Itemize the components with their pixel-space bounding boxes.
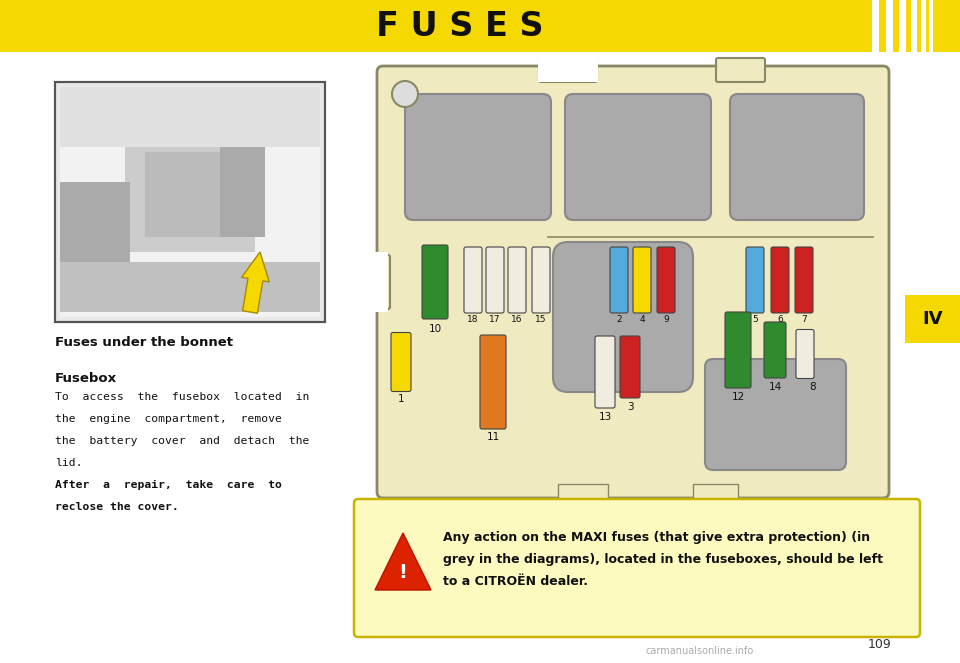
Bar [60, 87, 320, 147]
FancyBboxPatch shape [796, 330, 814, 379]
Bar [921, 0, 926, 52]
Text: F U S E S: F U S E S [376, 9, 543, 42]
Bar [693, 484, 738, 504]
Bar [929, 0, 933, 52]
Text: 4: 4 [639, 315, 645, 324]
Bar [60, 87, 320, 317]
Bar [886, 0, 893, 52]
FancyBboxPatch shape [771, 247, 789, 313]
FancyBboxPatch shape [371, 255, 390, 309]
Bar [872, 0, 879, 52]
Bar [538, 54, 598, 82]
FancyBboxPatch shape [377, 66, 889, 498]
Text: Fuses under the bonnet: Fuses under the bonnet [55, 336, 233, 349]
FancyBboxPatch shape [565, 94, 711, 220]
Text: Any action on the MAXI fuses (that give extra protection) (in: Any action on the MAXI fuses (that give … [443, 531, 870, 544]
Text: grey in the diagrams), located in the fuseboxes, should be left: grey in the diagrams), located in the fu… [443, 553, 883, 566]
Text: To  access  the  fusebox  located  in: To access the fusebox located in [55, 392, 309, 402]
Text: After  a  repair,  take  care  to: After a repair, take care to [55, 480, 282, 490]
FancyBboxPatch shape [633, 247, 651, 313]
Text: 17: 17 [490, 315, 501, 324]
Text: 2: 2 [616, 315, 622, 324]
Text: Fusebox: Fusebox [55, 372, 117, 385]
Text: 1: 1 [397, 394, 404, 404]
FancyBboxPatch shape [705, 359, 846, 470]
FancyArrow shape [242, 252, 269, 313]
Bar [0, 0, 960, 52]
FancyBboxPatch shape [620, 336, 640, 398]
FancyBboxPatch shape [539, 58, 597, 82]
FancyBboxPatch shape [795, 247, 813, 313]
Bar [368, 252, 388, 312]
Bar [145, 152, 235, 237]
Text: 8: 8 [809, 382, 816, 392]
FancyBboxPatch shape [532, 247, 550, 313]
FancyBboxPatch shape [725, 312, 751, 388]
FancyBboxPatch shape [422, 245, 448, 319]
Text: 5: 5 [752, 315, 757, 324]
FancyBboxPatch shape [746, 247, 764, 313]
Text: 11: 11 [487, 432, 499, 442]
FancyBboxPatch shape [464, 247, 482, 313]
FancyBboxPatch shape [716, 58, 765, 82]
Text: 12: 12 [732, 392, 745, 402]
Text: IV: IV [923, 310, 944, 328]
Bar [60, 182, 130, 302]
FancyBboxPatch shape [508, 247, 526, 313]
Text: 18: 18 [468, 315, 479, 324]
Bar [55, 82, 325, 322]
Bar [220, 147, 265, 237]
Bar [558, 484, 608, 504]
Polygon shape [375, 533, 431, 590]
Bar [60, 262, 320, 312]
Text: 7: 7 [802, 315, 806, 324]
Text: 6: 6 [778, 315, 782, 324]
FancyBboxPatch shape [610, 247, 628, 313]
FancyBboxPatch shape [764, 322, 786, 378]
Text: reclose the cover.: reclose the cover. [55, 502, 179, 512]
Bar [55, 82, 325, 322]
Text: 13: 13 [598, 412, 612, 422]
Text: carmanualsonline.info: carmanualsonline.info [646, 646, 755, 656]
Text: 10: 10 [428, 324, 442, 334]
FancyBboxPatch shape [657, 247, 675, 313]
Text: 14: 14 [768, 382, 781, 392]
FancyBboxPatch shape [480, 335, 506, 429]
Text: 16: 16 [512, 315, 523, 324]
Text: the  battery  cover  and  detach  the: the battery cover and detach the [55, 436, 309, 446]
Text: 109: 109 [868, 638, 892, 652]
FancyBboxPatch shape [354, 499, 920, 637]
Bar [905, 295, 960, 343]
FancyBboxPatch shape [486, 247, 504, 313]
Circle shape [392, 81, 418, 107]
FancyBboxPatch shape [553, 242, 693, 392]
Text: 15: 15 [536, 315, 547, 324]
Bar [899, 0, 906, 52]
FancyBboxPatch shape [405, 94, 551, 220]
Bar [911, 0, 917, 52]
Text: the  engine  compartment,  remove: the engine compartment, remove [55, 414, 282, 424]
Text: 9: 9 [663, 315, 669, 324]
FancyBboxPatch shape [595, 336, 615, 408]
Text: lid.: lid. [55, 458, 83, 468]
Text: 3: 3 [627, 402, 634, 412]
Text: !: ! [398, 564, 407, 583]
FancyBboxPatch shape [391, 333, 411, 391]
Bar [125, 142, 255, 252]
FancyBboxPatch shape [730, 94, 864, 220]
Text: to a CITROËN dealer.: to a CITROËN dealer. [443, 575, 588, 588]
